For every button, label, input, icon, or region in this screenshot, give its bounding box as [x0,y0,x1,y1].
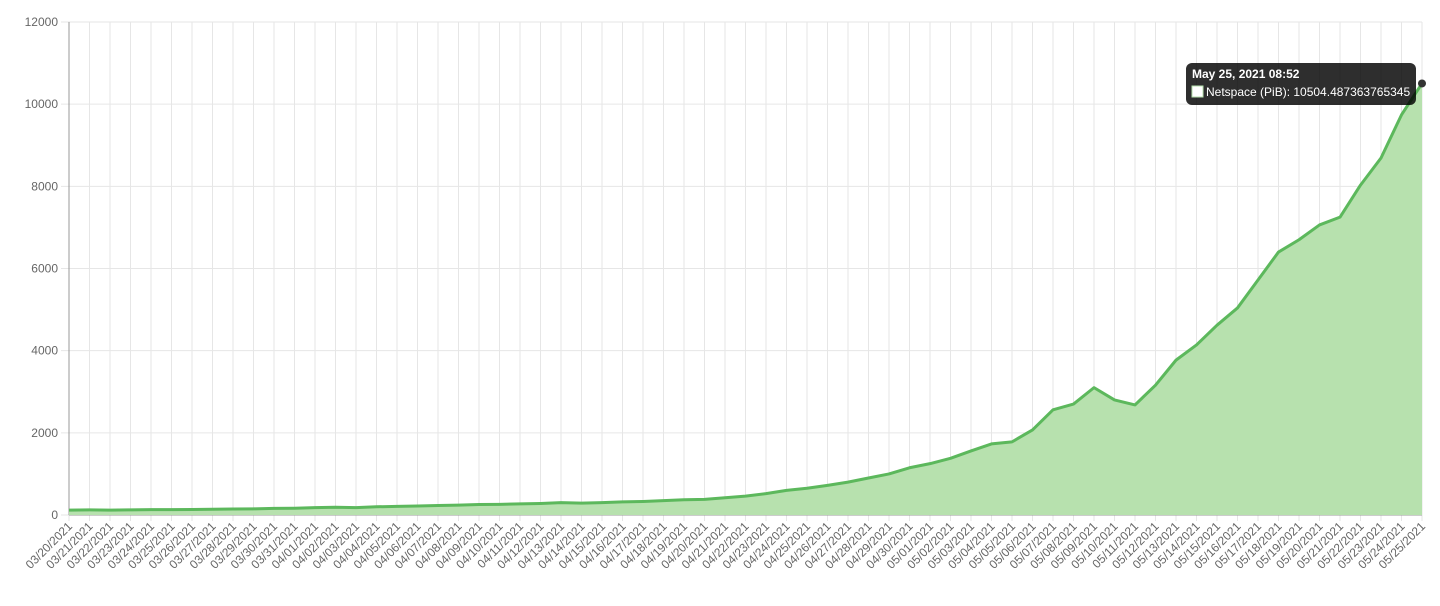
tooltip: May 25, 2021 08:52 Netspace (PiB): 10504.… [1186,63,1416,105]
y-tick-label: 2000 [31,426,58,440]
y-tick-label: 0 [51,508,58,522]
y-tick-label: 12000 [25,15,59,29]
active-point [1418,79,1426,88]
area-fill [69,83,1422,515]
tooltip-title: May 25, 2021 08:52 [1192,67,1300,81]
line [68,82,1424,512]
y-tick-label: 4000 [31,344,58,358]
y-tick-label: 6000 [31,262,58,276]
y-tick-label: 8000 [31,179,58,193]
y-tick-label: 10000 [25,97,59,111]
tooltip-swatch [1191,85,1204,98]
tooltip-box [1186,63,1416,105]
tooltip-body: Netspace (PiB): 10504.487363765345 [1206,85,1410,99]
